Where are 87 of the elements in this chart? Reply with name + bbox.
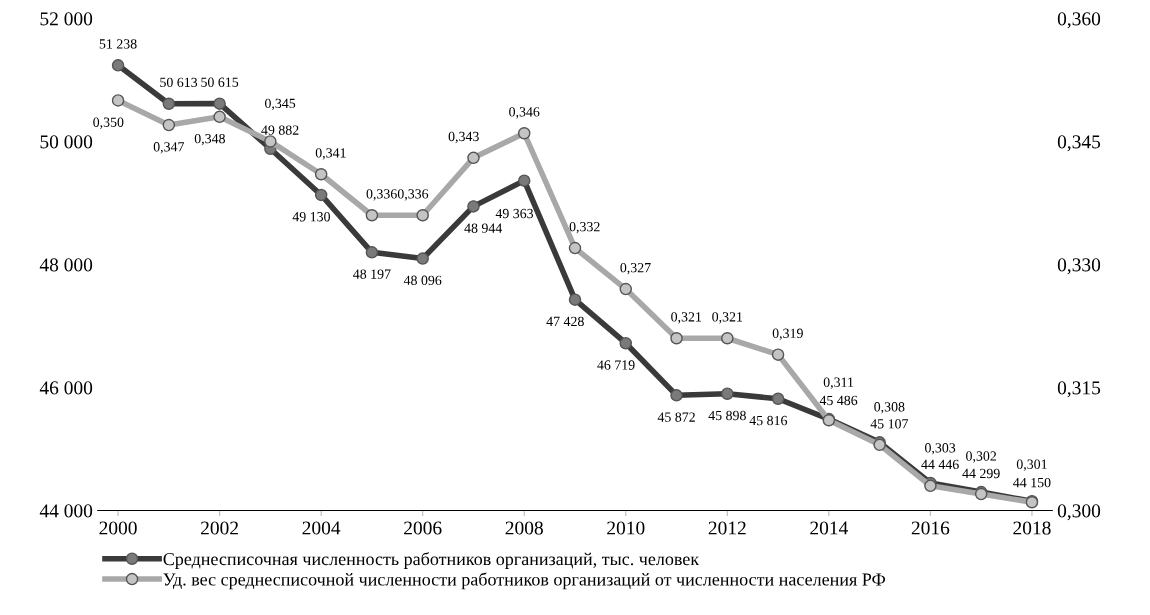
data-label: 0,341 <box>315 148 346 160</box>
point <box>111 94 125 107</box>
data-label: 0,345 <box>265 98 296 111</box>
y-tick-label: 46 000 <box>39 381 93 395</box>
point <box>619 336 633 350</box>
point <box>264 135 277 148</box>
x-tick-label: 2006 <box>404 521 442 535</box>
point <box>721 331 734 345</box>
x-tick-label: 2008 <box>505 521 543 535</box>
data-label: 49 882 <box>261 125 299 135</box>
data-label: 0,336 <box>366 189 397 201</box>
point <box>365 208 379 222</box>
data-label: 0,311 <box>823 377 854 389</box>
point <box>517 174 531 187</box>
data-label: 0,347 <box>153 142 185 154</box>
data-label: 49 363 <box>495 208 534 219</box>
data-label: 48 197 <box>353 269 391 279</box>
y2-tick-label: 0,360 <box>1057 12 1101 29</box>
y-tick-label: 44 000 <box>39 504 93 518</box>
data-label: 0,303 <box>925 443 956 455</box>
point <box>467 151 480 165</box>
y-tick-label: 52 000 <box>40 12 93 26</box>
x-tick-label: 2018 <box>1013 521 1051 535</box>
data-label: 0,348 <box>194 133 225 146</box>
data-label: 45 816 <box>749 415 788 426</box>
point <box>568 293 582 306</box>
data-label: 0,346 <box>509 107 540 119</box>
legend-label: Уд. вес среднесписочной численности работников организаций от численности населения РФ <box>163 572 886 590</box>
y2-tick-label: 0,300 <box>1057 504 1101 521</box>
y2-tick-label: 0,345 <box>1057 135 1101 152</box>
point <box>416 208 429 222</box>
x-tick-label: 2014 <box>810 521 848 535</box>
data-label: 0,308 <box>874 402 905 414</box>
data-label: 44 299 <box>962 468 1000 479</box>
data-label: 44 446 <box>921 459 959 470</box>
data-label: 0,336 <box>397 189 429 201</box>
data-label: 0,343 <box>448 131 479 144</box>
point <box>771 392 785 406</box>
point <box>213 97 226 110</box>
data-label: 45 486 <box>819 395 858 406</box>
data-label: 46 719 <box>597 360 635 370</box>
point <box>670 331 683 345</box>
x-tick-label: 2010 <box>607 521 645 535</box>
point <box>416 252 429 265</box>
data-label: 45 107 <box>870 419 909 429</box>
data-label: 50 615 <box>201 77 239 87</box>
data-label: 51 238 <box>99 39 137 49</box>
point <box>619 282 633 296</box>
data-label: 0,321 <box>671 312 702 324</box>
data-label: 0,332 <box>569 221 600 234</box>
x-tick-label: 2000 <box>99 521 137 535</box>
point <box>314 167 328 181</box>
point <box>771 348 785 361</box>
point <box>721 387 734 400</box>
data-label: 0,302 <box>966 451 997 463</box>
x-tick-label: 2004 <box>302 521 341 535</box>
data-label: 0,301 <box>1016 459 1047 471</box>
point <box>568 241 582 255</box>
point <box>213 110 226 124</box>
x-tick-label: 2016 <box>911 521 950 535</box>
data-label: 48 096 <box>403 275 442 285</box>
data-label: 0,327 <box>620 262 651 275</box>
y2-tick-label: 0,315 <box>1057 381 1101 398</box>
data-label: 47 428 <box>546 316 584 327</box>
data-label: 50 613 <box>160 77 198 88</box>
point <box>162 118 176 132</box>
data-label: 48 944 <box>464 223 503 233</box>
data-label: 45 898 <box>708 410 746 421</box>
data-label: 44 150 <box>1013 477 1051 488</box>
legend-label: Среднесписочная численность работников организаций, тыс. человек <box>163 552 700 569</box>
point <box>365 246 379 259</box>
point <box>670 389 683 402</box>
x-tick-label: 2002 <box>201 521 238 535</box>
y2-tick-label: 0,330 <box>1057 258 1101 275</box>
data-label: 45 872 <box>657 412 695 422</box>
data-label: 49 130 <box>292 212 330 222</box>
data-label: 0,319 <box>772 328 803 340</box>
x-tick-label: 2012 <box>708 521 746 535</box>
y-tick-label: 50 000 <box>40 135 93 149</box>
data-label: 0,321 <box>712 312 743 324</box>
data-label: 0,350 <box>93 117 124 129</box>
point <box>517 126 531 140</box>
point <box>314 188 328 202</box>
point <box>111 59 125 72</box>
y-tick-label: 48 000 <box>39 258 93 272</box>
point <box>467 200 480 213</box>
point <box>162 97 176 111</box>
